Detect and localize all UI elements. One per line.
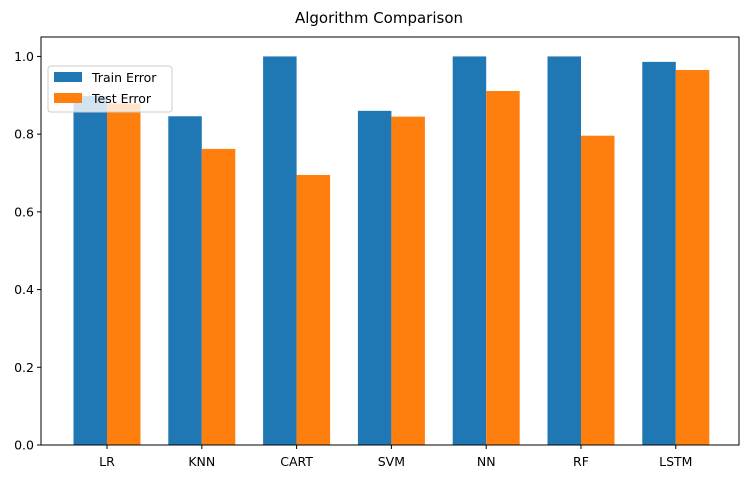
x-tick-label: NN [477, 454, 496, 469]
bar-test-cart [296, 174, 331, 445]
y-tick-label: 0.2 [14, 360, 34, 375]
y-tick-label: 0.6 [14, 204, 34, 219]
y-tick-label: 0.0 [14, 438, 34, 453]
bar-test-svm [391, 116, 425, 446]
bar-train-svm [357, 110, 392, 445]
chart-title: Algorithm Comparison [295, 9, 463, 27]
y-tick-label: 0.4 [14, 282, 34, 297]
bar-train-cart [263, 56, 297, 446]
bar-train-lstm [642, 61, 676, 446]
bar-test-lstm [675, 70, 710, 446]
bar-test-knn [201, 148, 236, 445]
bar-test-lr [107, 103, 141, 446]
legend-label: Test Error [91, 91, 152, 106]
legend-label: Train Error [91, 70, 157, 85]
bar-test-rf [581, 135, 615, 445]
y-axis: 0.0 0.2 0.4 0.6 0.8 1.0 [14, 49, 41, 453]
x-tick-label: CART [280, 454, 313, 469]
bars-layer [73, 56, 710, 446]
y-tick-label: 0.8 [14, 127, 34, 142]
x-tick-label: LSTM [659, 454, 692, 469]
legend-swatch [54, 93, 82, 103]
legend-swatch [54, 72, 82, 82]
bar-train-lr [73, 96, 107, 445]
plot-frame [40, 36, 740, 446]
bar-test-nn [486, 91, 520, 446]
bar-train-rf [547, 56, 581, 446]
x-tick-label: SVM [378, 454, 405, 469]
x-axis: LR KNN CART SVM NN RF LSTM [99, 445, 692, 469]
x-tick-label: KNN [188, 454, 215, 469]
x-tick-label: LR [99, 454, 115, 469]
bar-train-knn [168, 116, 202, 446]
legend: Train Error Test Error [47, 65, 173, 113]
bar-train-nn [452, 56, 487, 446]
y-tick-label: 1.0 [14, 49, 34, 64]
x-tick-label: RF [573, 454, 589, 469]
